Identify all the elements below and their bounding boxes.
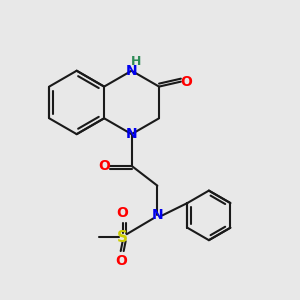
Text: H: H xyxy=(131,55,142,68)
Text: S: S xyxy=(117,230,128,245)
Text: O: O xyxy=(115,254,127,268)
Text: O: O xyxy=(180,75,192,88)
Text: O: O xyxy=(98,159,110,173)
Text: N: N xyxy=(126,127,137,141)
Text: N: N xyxy=(126,64,137,78)
Text: N: N xyxy=(152,208,163,222)
Text: O: O xyxy=(117,206,129,220)
